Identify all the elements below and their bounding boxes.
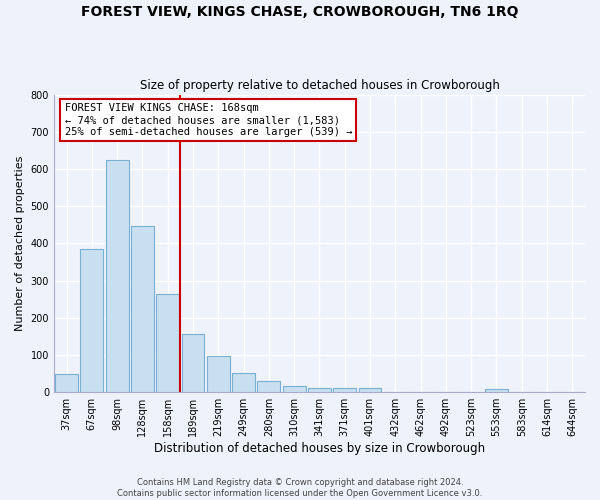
Bar	[207, 356, 230, 392]
Bar	[283, 386, 305, 392]
Bar	[334, 388, 356, 392]
Text: FOREST VIEW, KINGS CHASE, CROWBOROUGH, TN6 1RQ: FOREST VIEW, KINGS CHASE, CROWBOROUGH, T…	[81, 5, 519, 19]
Bar	[157, 294, 179, 392]
Bar	[55, 374, 78, 392]
Bar	[257, 381, 280, 392]
Bar	[232, 373, 255, 392]
Title: Size of property relative to detached houses in Crowborough: Size of property relative to detached ho…	[140, 79, 499, 92]
Bar	[485, 389, 508, 392]
Text: FOREST VIEW KINGS CHASE: 168sqm
← 74% of detached houses are smaller (1,583)
25%: FOREST VIEW KINGS CHASE: 168sqm ← 74% of…	[65, 104, 352, 136]
Bar	[308, 388, 331, 392]
Bar	[359, 388, 382, 392]
X-axis label: Distribution of detached houses by size in Crowborough: Distribution of detached houses by size …	[154, 442, 485, 455]
Bar	[106, 160, 128, 392]
Y-axis label: Number of detached properties: Number of detached properties	[15, 156, 25, 331]
Text: Contains HM Land Registry data © Crown copyright and database right 2024.
Contai: Contains HM Land Registry data © Crown c…	[118, 478, 482, 498]
Bar	[131, 226, 154, 392]
Bar	[182, 334, 205, 392]
Bar	[80, 249, 103, 392]
